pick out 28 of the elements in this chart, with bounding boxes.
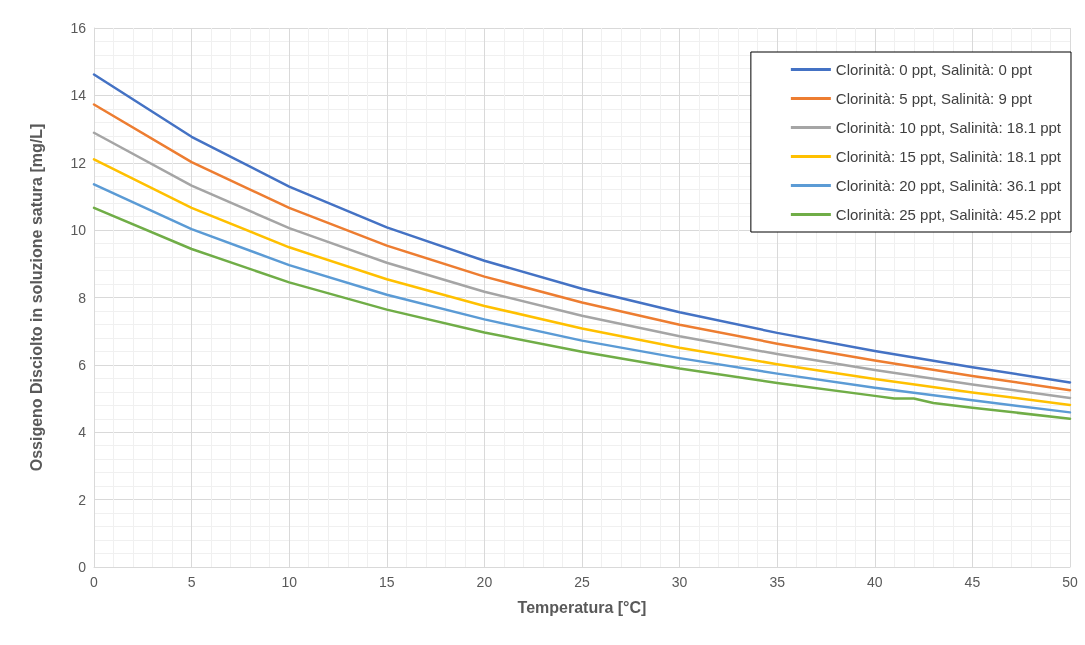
legend-label: Clorinità: 0 ppt, Salinità: 0 ppt xyxy=(835,61,1033,78)
x-tick-label: 30 xyxy=(671,574,688,590)
x-axis-title: Temperatura [°C] xyxy=(517,598,647,616)
x-tick-label: 40 xyxy=(867,574,883,590)
x-tick-label: 15 xyxy=(379,574,395,590)
legend-label: Clorinità: 20 ppt, Salinità: 36.1 ppt xyxy=(835,177,1062,194)
legend-label: Clorinità: 10 ppt, Salinità: 18.1 ppt xyxy=(835,119,1062,136)
x-tick-label: 50 xyxy=(1062,574,1078,590)
x-tick-label: 0 xyxy=(90,574,99,590)
x-tick-label: 35 xyxy=(769,574,786,590)
y-tick-label: 2 xyxy=(78,491,87,508)
legend-label: Clorinità: 25 ppt, Salinità: 45.2 ppt xyxy=(835,206,1062,223)
y-tick-label: 12 xyxy=(70,154,87,171)
legend-label: Clorinità: 5 ppt, Salinità: 9 ppt xyxy=(835,90,1033,107)
y-tick-label: 0 xyxy=(78,559,87,575)
y-tick-label: 14 xyxy=(70,87,87,104)
y-tick-label: 8 xyxy=(78,289,87,306)
x-tick-label: 5 xyxy=(187,574,196,590)
x-tick-label: 20 xyxy=(476,574,493,590)
legend-label: Clorinità: 15 ppt, Salinità: 18.1 ppt xyxy=(835,148,1062,165)
y-axis-title: Ossigeno Disciolto in soluzione satura [mg/L] xyxy=(27,123,45,472)
y-tick-label: 10 xyxy=(70,222,87,239)
y-tick-label: 16 xyxy=(70,20,87,36)
y-tick-label: 4 xyxy=(78,424,87,441)
x-tick-label: 45 xyxy=(964,574,981,590)
x-tick-label: 10 xyxy=(281,574,298,590)
y-tick-label: 6 xyxy=(78,356,87,373)
x-tick-label: 25 xyxy=(574,574,590,590)
